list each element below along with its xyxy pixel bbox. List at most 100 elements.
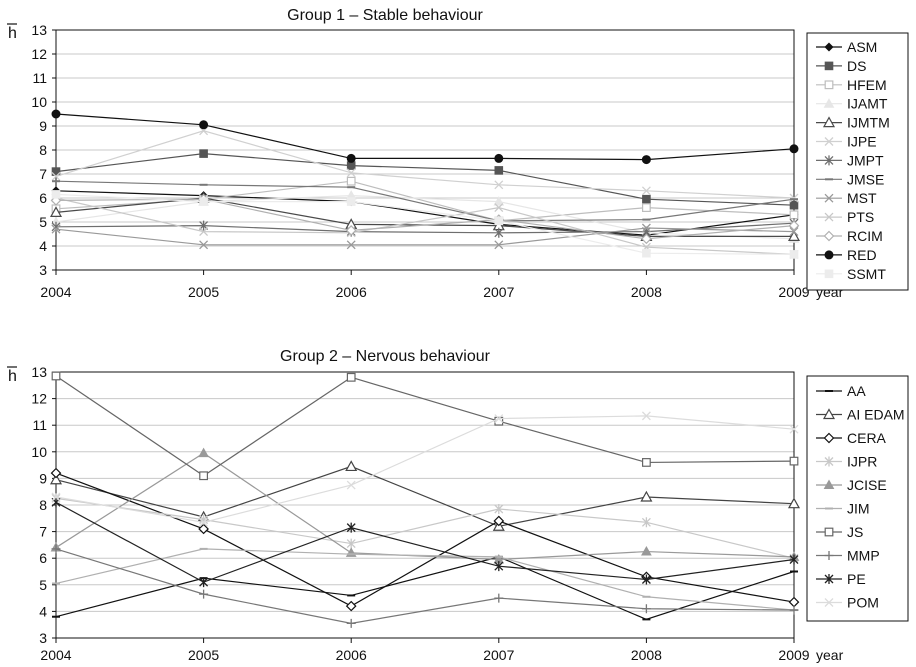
data-point [346,168,356,178]
data-point [345,225,357,236]
data-point [345,600,357,612]
legend-label: ASM [847,39,877,55]
legend-item: MST [816,190,877,206]
y-tick-label: 5 [39,214,47,230]
data-point [494,503,504,514]
data-point [642,248,651,258]
data-point [493,515,505,527]
legend-label: JCISE [847,477,887,493]
legend-marker [823,230,835,242]
data-point [493,196,505,206]
data-point [51,171,61,181]
data-point [199,227,209,237]
legend-label: HFEM [847,77,887,93]
series-line [55,198,795,240]
series-line [55,452,795,561]
data-point [789,227,799,237]
data-point [346,522,356,533]
series-line [55,194,795,240]
series-asm [51,186,799,240]
legend-marker [824,598,834,607]
data-point [51,190,61,199]
legend-item: AA [816,383,866,399]
data-point [346,372,356,382]
legend-marker [824,61,834,71]
y-tick-label: 9 [39,470,47,486]
y-tick-label: 12 [31,46,47,62]
series-ijpe [51,126,799,203]
data-point [346,618,356,628]
data-point [494,216,504,226]
legend-label: IJAMT [847,96,888,112]
legend-marker [824,137,834,146]
legend-item: ASM [816,39,877,55]
data-point [494,227,504,238]
data-point [789,456,799,466]
legend-marker [824,193,834,203]
data-point [641,203,651,213]
data-point [494,153,504,163]
series-line [55,472,795,607]
data-point [787,230,801,241]
data-point [51,371,61,381]
data-point [641,155,651,165]
legend-label: IJPE [847,134,877,150]
legend-item: POM [816,595,879,611]
series-ssmt [51,190,799,259]
y-tick-label: 10 [31,94,47,110]
series-line [55,113,795,161]
data-point [789,605,799,615]
data-point [641,546,652,556]
series-mmp [51,544,799,628]
data-point [641,574,651,585]
data-point [789,554,799,565]
data-point [641,517,651,528]
data-point [50,467,62,479]
chart-panel-1: Group 1 – Stable behaviour 3 4 5 6 7 8 9 10 11 12 1… [7,7,909,300]
series-line [55,548,795,624]
legend-item: JIM [816,501,870,517]
data-point [346,176,356,186]
legend-box [806,32,909,291]
x-tick-label: 2007 [483,284,514,300]
legend-marker [824,551,834,560]
legend-marker [824,42,834,52]
y-tick-label: 7 [39,166,47,182]
legend-label: JMPT [847,152,884,168]
series-pom [51,411,799,527]
data-point [199,577,209,588]
y-tick-label: 8 [39,142,47,158]
y-axis-label: h [8,368,17,385]
series-line [55,130,795,199]
data-point [642,194,651,204]
data-point [789,210,799,220]
legend-item: RCIM [816,228,883,244]
data-point [494,561,504,572]
data-point [346,153,356,163]
legend-marker [824,250,834,260]
legend-item: MMP [816,548,880,564]
series-line [55,501,795,583]
data-point [346,480,356,490]
series-line [55,465,795,527]
series-mst [51,223,799,250]
y-tick-label: 9 [39,118,47,134]
data-point [494,593,504,603]
x-tick-label: 2005 [188,284,219,300]
legend-item: IJMTM [816,115,890,131]
legend-label: SSMT [847,266,886,282]
legend-marker [824,80,834,90]
data-point [51,544,61,554]
chart-title: Group 2 – Nervous behaviour [280,348,491,365]
chart-panel-2: Group 2 – Nervous behaviour 3 4 5 6 7 8 9 10 11 12… [7,348,909,663]
data-point [494,203,504,213]
data-point [198,523,209,535]
series-line [55,227,795,246]
series-aa [52,555,798,621]
legend-label: POM [847,595,879,611]
legend-marker [824,527,834,537]
legend-marker [824,269,834,279]
data-point [640,490,653,502]
series-ds [51,149,799,210]
